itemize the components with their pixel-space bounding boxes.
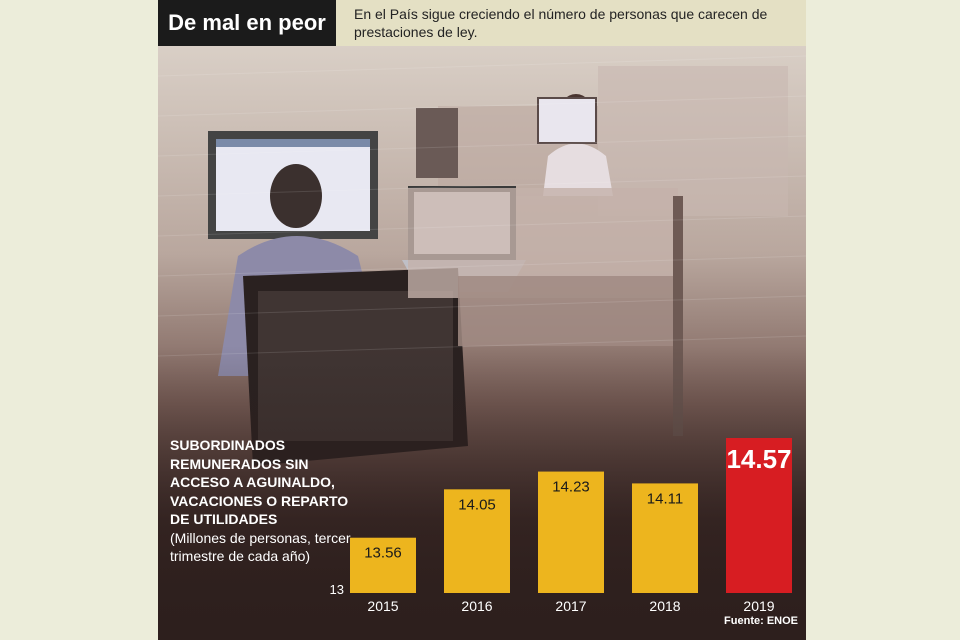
value-label-2016: 14.05	[458, 496, 496, 513]
value-label-2017: 14.23	[552, 479, 590, 496]
infographic-card: De mal en peor En el País sigue creciend…	[158, 0, 806, 640]
baseline-label: 13	[330, 582, 344, 597]
bar-2017	[538, 471, 604, 593]
bar-2016	[444, 489, 510, 593]
x-tick-2018: 2018	[649, 598, 680, 614]
page-subtitle: En el País sigue creciendo el número de …	[354, 6, 768, 40]
chart-title: SUBORDINADOS REMUNERADOS SIN ACCESO A AG…	[170, 437, 349, 527]
bar-2019	[726, 438, 792, 593]
header-bar: De mal en peor En el País sigue creciend…	[158, 0, 806, 46]
bar-2018	[632, 483, 698, 593]
value-label-2015: 13.56	[364, 545, 402, 562]
x-tick-2019: 2019	[743, 598, 774, 614]
x-tick-2016: 2016	[461, 598, 492, 614]
value-label-2018: 14.11	[647, 490, 683, 507]
bar-2015	[350, 537, 416, 593]
chart-description: SUBORDINADOS REMUNERADOS SIN ACCESO A AG…	[170, 436, 360, 566]
x-tick-2015: 2015	[367, 598, 398, 614]
page-title: De mal en peor	[158, 0, 336, 46]
chart-ylabel: (Millones de personas, tercer trimestre …	[170, 529, 351, 565]
source-note: Fuente: ENOE	[724, 615, 798, 627]
bar-chart: 13 13.56 2015 14.05 2016 14.23 2017 14.11 2018 14…	[330, 438, 792, 614]
x-tick-2017: 2017	[555, 598, 586, 614]
value-label-2019: 14.57	[726, 444, 791, 474]
office-illustration	[158, 46, 806, 640]
